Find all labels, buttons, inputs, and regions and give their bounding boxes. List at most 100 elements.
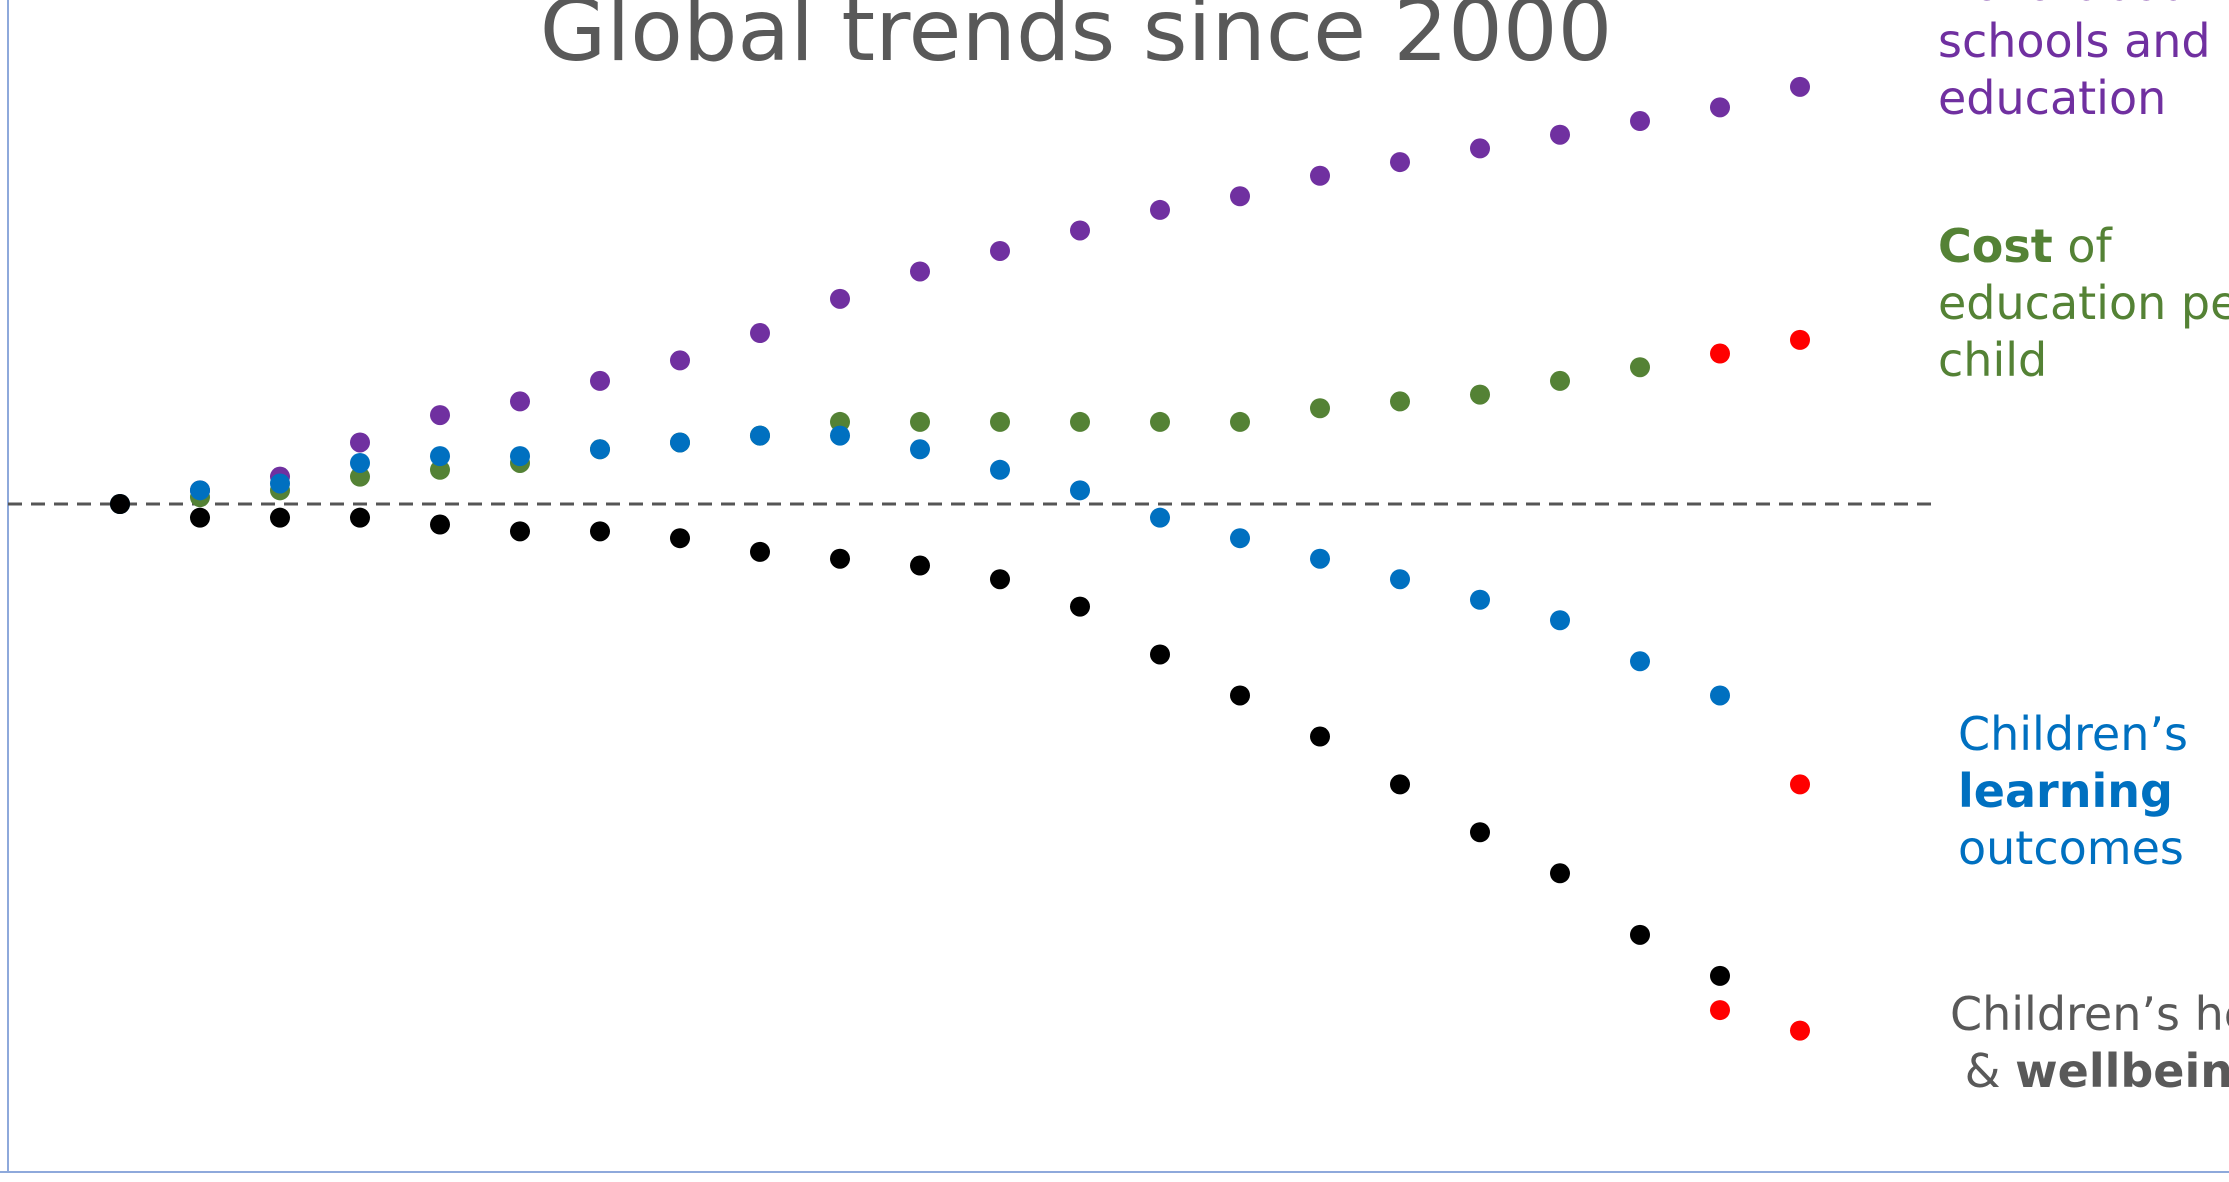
series-cost-of-education-per-child xyxy=(110,343,1730,514)
data-point xyxy=(1550,610,1570,631)
data-point xyxy=(1710,343,1730,364)
data-point xyxy=(1550,863,1570,884)
legend-text: Cost xyxy=(1938,219,2053,273)
legend-cost: Cost of education per child xyxy=(1938,219,2229,387)
legend-text: outcomes xyxy=(1958,821,2184,875)
data-point xyxy=(510,446,530,467)
data-point xyxy=(670,432,690,453)
data-point xyxy=(1550,124,1570,145)
legend-text: about xyxy=(2060,0,2207,11)
data-point xyxy=(990,459,1010,480)
legend-text: & xyxy=(1950,1044,2015,1098)
data-point xyxy=(430,514,450,535)
data-point xyxy=(910,261,930,282)
data-point xyxy=(1230,685,1250,706)
data-point xyxy=(670,528,690,549)
data-point xyxy=(510,391,530,412)
end-marker xyxy=(1790,329,1810,350)
data-point xyxy=(350,466,370,487)
data-point xyxy=(1630,357,1650,378)
data-point xyxy=(430,446,450,467)
data-point xyxy=(590,370,610,391)
data-point xyxy=(1070,220,1090,241)
data-point xyxy=(1310,165,1330,186)
data-point xyxy=(1710,97,1730,118)
data-point xyxy=(1150,199,1170,220)
legend-wellbeing: Children’s health & wellbeing xyxy=(1950,987,2229,1098)
data-point xyxy=(190,480,210,501)
data-point xyxy=(910,555,930,576)
data-point xyxy=(1310,548,1330,569)
legend-text: learning xyxy=(1958,764,2173,818)
data-point xyxy=(830,548,850,569)
data-point xyxy=(190,507,210,528)
series-children-s-learning-outcomes xyxy=(110,425,1730,706)
end-marker xyxy=(1710,1000,1730,1021)
data-point xyxy=(750,323,770,344)
data-point xyxy=(670,350,690,371)
data-point xyxy=(1550,370,1570,391)
data-point xyxy=(910,411,930,432)
legend-text: Data xyxy=(1938,0,2060,11)
data-point xyxy=(830,288,850,309)
data-point xyxy=(1470,589,1490,610)
series-children-s-health-wellbeing xyxy=(110,494,1730,986)
data-points xyxy=(110,76,1810,1041)
data-point xyxy=(1150,644,1170,665)
data-point xyxy=(1150,507,1170,528)
data-point xyxy=(110,494,130,514)
data-point xyxy=(1630,111,1650,132)
data-point xyxy=(350,432,370,453)
data-point xyxy=(590,521,610,542)
legend-text: wellbeing xyxy=(2015,1044,2229,1098)
data-point xyxy=(1310,398,1330,419)
end-marker xyxy=(1790,76,1810,97)
data-point xyxy=(1470,138,1490,159)
data-point xyxy=(1390,774,1410,795)
data-point xyxy=(1230,528,1250,549)
end-marker xyxy=(1790,1020,1810,1041)
legend-learning: Children’s learning outcomes xyxy=(1958,707,2188,875)
legend-text: Children’s xyxy=(1958,707,2188,761)
data-point xyxy=(590,439,610,460)
data-point xyxy=(1710,685,1730,706)
data-point xyxy=(1070,411,1090,432)
data-point xyxy=(830,411,850,432)
legend-text: education xyxy=(1938,71,2166,125)
data-point xyxy=(990,569,1010,590)
data-point xyxy=(750,425,770,446)
data-point xyxy=(1390,569,1410,590)
legend-text: child xyxy=(1938,333,2047,387)
data-point xyxy=(1470,822,1490,843)
data-point xyxy=(270,473,290,494)
data-point xyxy=(910,439,930,460)
data-point xyxy=(350,452,370,473)
data-point xyxy=(750,541,770,562)
data-point xyxy=(510,521,530,542)
data-point xyxy=(1070,480,1090,501)
data-point xyxy=(990,411,1010,432)
end-marker xyxy=(1790,774,1810,795)
legend-text: of xyxy=(2053,219,2114,273)
chart-title: Global trends since 2000 xyxy=(540,0,1613,81)
data-point xyxy=(270,507,290,528)
data-point xyxy=(1150,411,1170,432)
data-point xyxy=(1390,152,1410,173)
data-point xyxy=(1710,965,1730,986)
data-point xyxy=(430,405,450,426)
data-point xyxy=(1230,186,1250,207)
legend-text: Children’s health xyxy=(1950,987,2229,1041)
data-point xyxy=(1310,726,1330,747)
legend-text: education per xyxy=(1938,276,2229,330)
data-point xyxy=(350,507,370,528)
data-point xyxy=(830,425,850,446)
data-point xyxy=(990,240,1010,261)
data-point xyxy=(1230,411,1250,432)
data-point xyxy=(430,459,450,480)
legend-text: schools and xyxy=(1938,14,2211,68)
data-point xyxy=(1390,391,1410,412)
data-point xyxy=(1470,384,1490,405)
data-point xyxy=(1070,596,1090,617)
